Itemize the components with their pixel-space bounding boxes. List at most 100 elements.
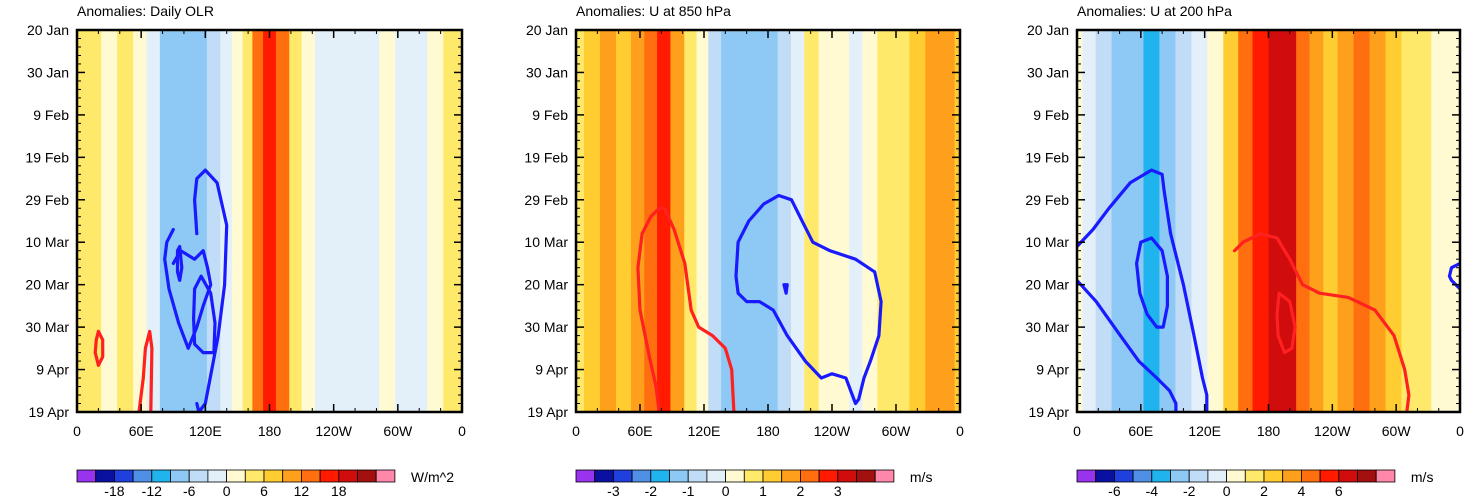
panel-1: Anomalies: Daily OLR 20 Jan 30 Jan 9 Feb 19 … bbox=[25, 3, 466, 497]
colorbar-swatch bbox=[151, 469, 171, 483]
colorbar-units: W/m^2 bbox=[411, 469, 454, 485]
field-band bbox=[862, 30, 878, 412]
colorbar-label: 4 bbox=[1298, 483, 1306, 497]
colorbar-units: m/s bbox=[1411, 469, 1434, 485]
colorbar-swatch bbox=[375, 469, 396, 483]
y-tick-label: 20 Mar bbox=[1025, 277, 1069, 293]
colorbar-label: 2 bbox=[1260, 483, 1268, 497]
colorbar-swatch bbox=[594, 469, 614, 483]
y-tick-label: 29 Feb bbox=[25, 192, 69, 208]
y-tick-label: 10 Mar bbox=[25, 234, 69, 250]
field-band bbox=[456, 30, 462, 412]
field-band bbox=[1369, 30, 1387, 412]
colorbar-label: -12 bbox=[142, 483, 162, 497]
x-tick-label: 60E bbox=[628, 423, 653, 439]
contour-line bbox=[636, 206, 736, 412]
x-tick-label: 180 bbox=[1257, 423, 1281, 439]
field-band bbox=[1238, 30, 1254, 412]
x-tick-label: 60W bbox=[882, 423, 912, 439]
field-band bbox=[1223, 30, 1239, 412]
y-tick-label: 30 Mar bbox=[25, 319, 69, 335]
colorbar-swatch bbox=[706, 469, 727, 483]
colorbar-swatch bbox=[244, 469, 265, 483]
colorbar-swatch bbox=[300, 469, 321, 483]
x-tick-label: 120W bbox=[814, 423, 851, 439]
y-tick-label: 20 Jan bbox=[526, 22, 568, 38]
colorbar-swatch bbox=[282, 469, 302, 483]
field-band bbox=[443, 30, 458, 412]
contour-line bbox=[1447, 261, 1460, 291]
anomaly-field bbox=[576, 30, 960, 412]
contour-line bbox=[175, 244, 184, 282]
y-tick-label: 30 Mar bbox=[524, 319, 568, 335]
field-band bbox=[1111, 30, 1129, 412]
field-band bbox=[818, 30, 836, 412]
y-tick-label: 9 Feb bbox=[532, 107, 568, 123]
field-band bbox=[1416, 30, 1432, 412]
field-band bbox=[301, 30, 316, 412]
field-band bbox=[1445, 30, 1457, 412]
colorbar: -18 -12 -6 0 6 12 18 W/m^2 bbox=[76, 469, 454, 497]
x-tick-label: 180 bbox=[756, 423, 780, 439]
colorbar-swatch bbox=[319, 469, 340, 483]
contour-lines bbox=[636, 193, 883, 412]
colorbar-swatch bbox=[781, 469, 801, 483]
field-band bbox=[834, 30, 850, 412]
x-tick-label: 180 bbox=[258, 423, 282, 439]
field-band bbox=[1207, 30, 1224, 412]
y-tick-label: 10 Mar bbox=[524, 234, 568, 250]
x-tick-label: 0 bbox=[73, 423, 81, 439]
x-tick-label: 60E bbox=[1128, 423, 1153, 439]
colorbar-swatch bbox=[800, 469, 820, 483]
colorbar-swatch bbox=[1244, 469, 1265, 483]
contour-line bbox=[1232, 232, 1411, 412]
panel-3: Anomalies: U at 200 hPa 20 Jan 30 Jan 9 Feb… bbox=[1025, 3, 1464, 497]
colorbar-swatch bbox=[1282, 469, 1302, 483]
colorbar-swatch bbox=[1076, 469, 1097, 483]
colorbar-swatch bbox=[170, 469, 190, 483]
field-band bbox=[314, 30, 332, 412]
field-band bbox=[1175, 30, 1192, 412]
contour-lines bbox=[93, 168, 229, 412]
field-band bbox=[411, 30, 428, 412]
y-tick-label: 20 Jan bbox=[1027, 22, 1069, 38]
field-band bbox=[1337, 30, 1355, 412]
y-tick-label: 9 Apr bbox=[1036, 362, 1069, 378]
field-band bbox=[1143, 30, 1161, 412]
y-tick-label: 19 Feb bbox=[1025, 149, 1069, 165]
contour-line bbox=[163, 227, 213, 350]
field-band bbox=[941, 30, 956, 412]
colorbar-swatch bbox=[837, 469, 857, 483]
colorbar-label: 12 bbox=[294, 483, 310, 497]
colorbar-label: -4 bbox=[1146, 483, 1159, 497]
field-band bbox=[925, 30, 942, 412]
y-tick-label: 20 Mar bbox=[25, 277, 69, 293]
x-tick-label: 60W bbox=[383, 423, 413, 439]
field-band bbox=[77, 30, 86, 412]
y-tick-label: 19 Apr bbox=[528, 404, 569, 420]
y-tick-label: 19 Apr bbox=[29, 404, 70, 420]
field-band bbox=[954, 30, 960, 412]
x-tick-label: 120E bbox=[688, 423, 721, 439]
colorbar-swatch bbox=[725, 469, 745, 483]
colorbar-swatch bbox=[575, 469, 596, 483]
colorbar-label: 3 bbox=[834, 483, 842, 497]
panel-title: Anomalies: Daily OLR bbox=[77, 3, 214, 19]
y-tick-label: 30 Jan bbox=[27, 64, 69, 80]
y-tick-label: 9 Apr bbox=[535, 362, 568, 378]
field-band bbox=[804, 30, 820, 412]
field-band bbox=[427, 30, 444, 412]
colorbar-label: 0 bbox=[1223, 483, 1231, 497]
colorbar-label: -18 bbox=[104, 483, 124, 497]
colorbar-swatch bbox=[856, 469, 876, 483]
contour-line bbox=[1077, 168, 1209, 412]
colorbar-swatch bbox=[95, 469, 115, 483]
field-band bbox=[1191, 30, 1208, 412]
y-tick-label: 19 Feb bbox=[25, 149, 69, 165]
colorbar-label: -6 bbox=[1108, 483, 1121, 497]
contour-lines bbox=[1077, 168, 1460, 412]
field-band bbox=[1127, 30, 1145, 412]
field-band bbox=[395, 30, 412, 412]
field-band bbox=[708, 30, 722, 412]
field-band bbox=[275, 30, 290, 412]
